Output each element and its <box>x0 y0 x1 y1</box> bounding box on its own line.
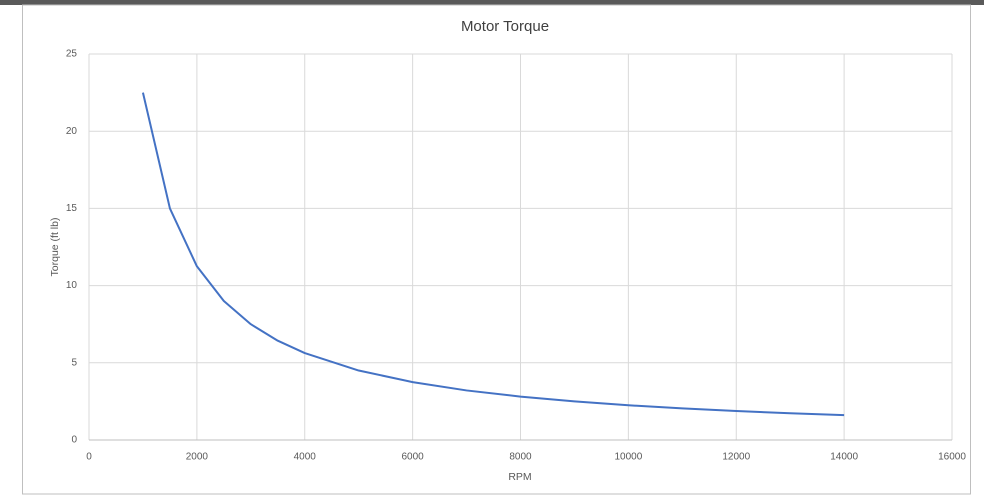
x-tick-label: 0 <box>86 452 92 463</box>
y-axis-title: Torque (ft lb) <box>49 218 61 277</box>
x-tick-label: 6000 <box>402 452 425 463</box>
y-tick-label: 20 <box>66 126 78 137</box>
y-tick-label: 25 <box>66 49 78 60</box>
x-tick-label: 4000 <box>294 452 317 463</box>
y-tick-label: 0 <box>71 435 77 446</box>
y-tick-label: 10 <box>66 280 78 291</box>
x-tick-label: 12000 <box>722 452 750 463</box>
y-tick-label: 15 <box>66 203 78 214</box>
x-tick-label: 2000 <box>186 452 209 463</box>
x-tick-label: 16000 <box>938 452 966 463</box>
x-tick-label: 10000 <box>614 452 642 463</box>
line-series <box>141 92 845 417</box>
chart-frame <box>22 4 971 495</box>
y-tick-label: 5 <box>71 357 77 368</box>
x-tick-label: 8000 <box>509 452 532 463</box>
x-axis-title: RPM <box>508 471 531 483</box>
chart-title: Motor Torque <box>461 18 549 35</box>
top-strip <box>0 0 984 5</box>
x-tick-label: 14000 <box>830 452 858 463</box>
